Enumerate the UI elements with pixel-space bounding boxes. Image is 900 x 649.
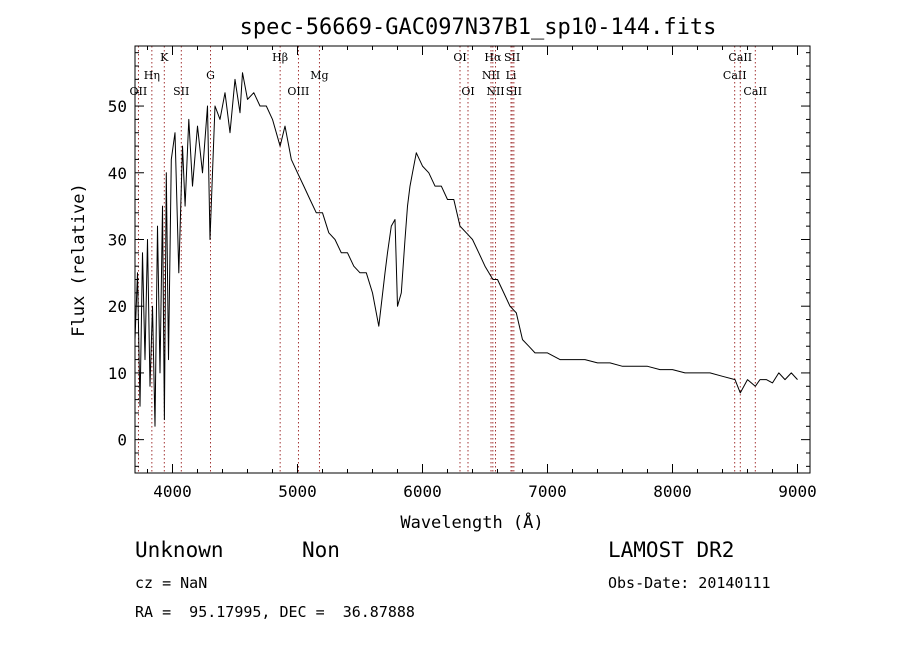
line-label-1: Hη xyxy=(144,69,160,82)
plot-frame xyxy=(134,45,811,474)
y-tick-label-0: 0 xyxy=(117,431,127,450)
chart-title: spec-56669-GAC097N37B1_sp10-144.fits xyxy=(240,15,717,40)
survey-name: LAMOST DR2 xyxy=(608,538,735,562)
x-tick-label-8000: 8000 xyxy=(653,482,692,501)
line-label-8: OI xyxy=(453,51,466,64)
x-axis-label: Wavelength (Å) xyxy=(400,511,543,533)
line-label-3: SII xyxy=(173,85,189,98)
object-class: Unknown xyxy=(135,538,224,562)
line-label-16: CaII xyxy=(723,69,747,82)
spectral-line-markers: OIIHηKSIIGHβOIIIMgOIOIHαNIINIISIILiSIICa… xyxy=(130,46,767,473)
x-tick-label-5000: 5000 xyxy=(278,482,317,501)
y-tick-label-30: 30 xyxy=(108,230,127,249)
line-label-12: NII xyxy=(486,85,504,98)
line-label-7: Mg xyxy=(310,69,328,82)
line-label-4: G xyxy=(206,69,215,82)
line-label-18: CaII xyxy=(743,85,767,98)
line-label-10: Hα xyxy=(484,51,502,64)
flux-series xyxy=(134,72,798,427)
y-tick-label-50: 50 xyxy=(108,97,127,116)
line-label-0: OII xyxy=(130,85,148,98)
y-axis-label: Flux (relative) xyxy=(69,183,89,337)
x-tick-label-4000: 4000 xyxy=(153,482,192,501)
line-label-17: CaII xyxy=(728,51,752,64)
redshift-value: cz = NaN xyxy=(135,574,208,592)
flux-line-0 xyxy=(134,72,798,427)
line-label-11: NII xyxy=(482,69,500,82)
line-label-15: SII xyxy=(506,85,522,98)
coordinates: RA = 95.17995, DEC = 36.87888 xyxy=(135,603,415,621)
observation-date: Obs-Date: 20140111 xyxy=(608,574,771,592)
y-tick-label-40: 40 xyxy=(108,164,127,183)
x-tick-label-6000: 6000 xyxy=(403,482,442,501)
line-label-5: Hβ xyxy=(272,51,288,64)
y-tick-label-20: 20 xyxy=(108,297,127,316)
object-subclass: Non xyxy=(302,538,340,562)
line-label-14: Li xyxy=(506,69,517,82)
line-label-6: OIII xyxy=(287,85,309,98)
y-tick-label-10: 10 xyxy=(108,364,127,383)
line-label-9: OI xyxy=(461,85,474,98)
line-label-2: K xyxy=(160,51,169,64)
x-tick-label-7000: 7000 xyxy=(528,482,567,501)
line-label-13: SII xyxy=(504,51,520,64)
x-tick-label-9000: 9000 xyxy=(778,482,817,501)
axis-ticks: 4000 5000 6000 7000 8000 9000 0 10 20 30 40 50 xyxy=(108,46,817,501)
